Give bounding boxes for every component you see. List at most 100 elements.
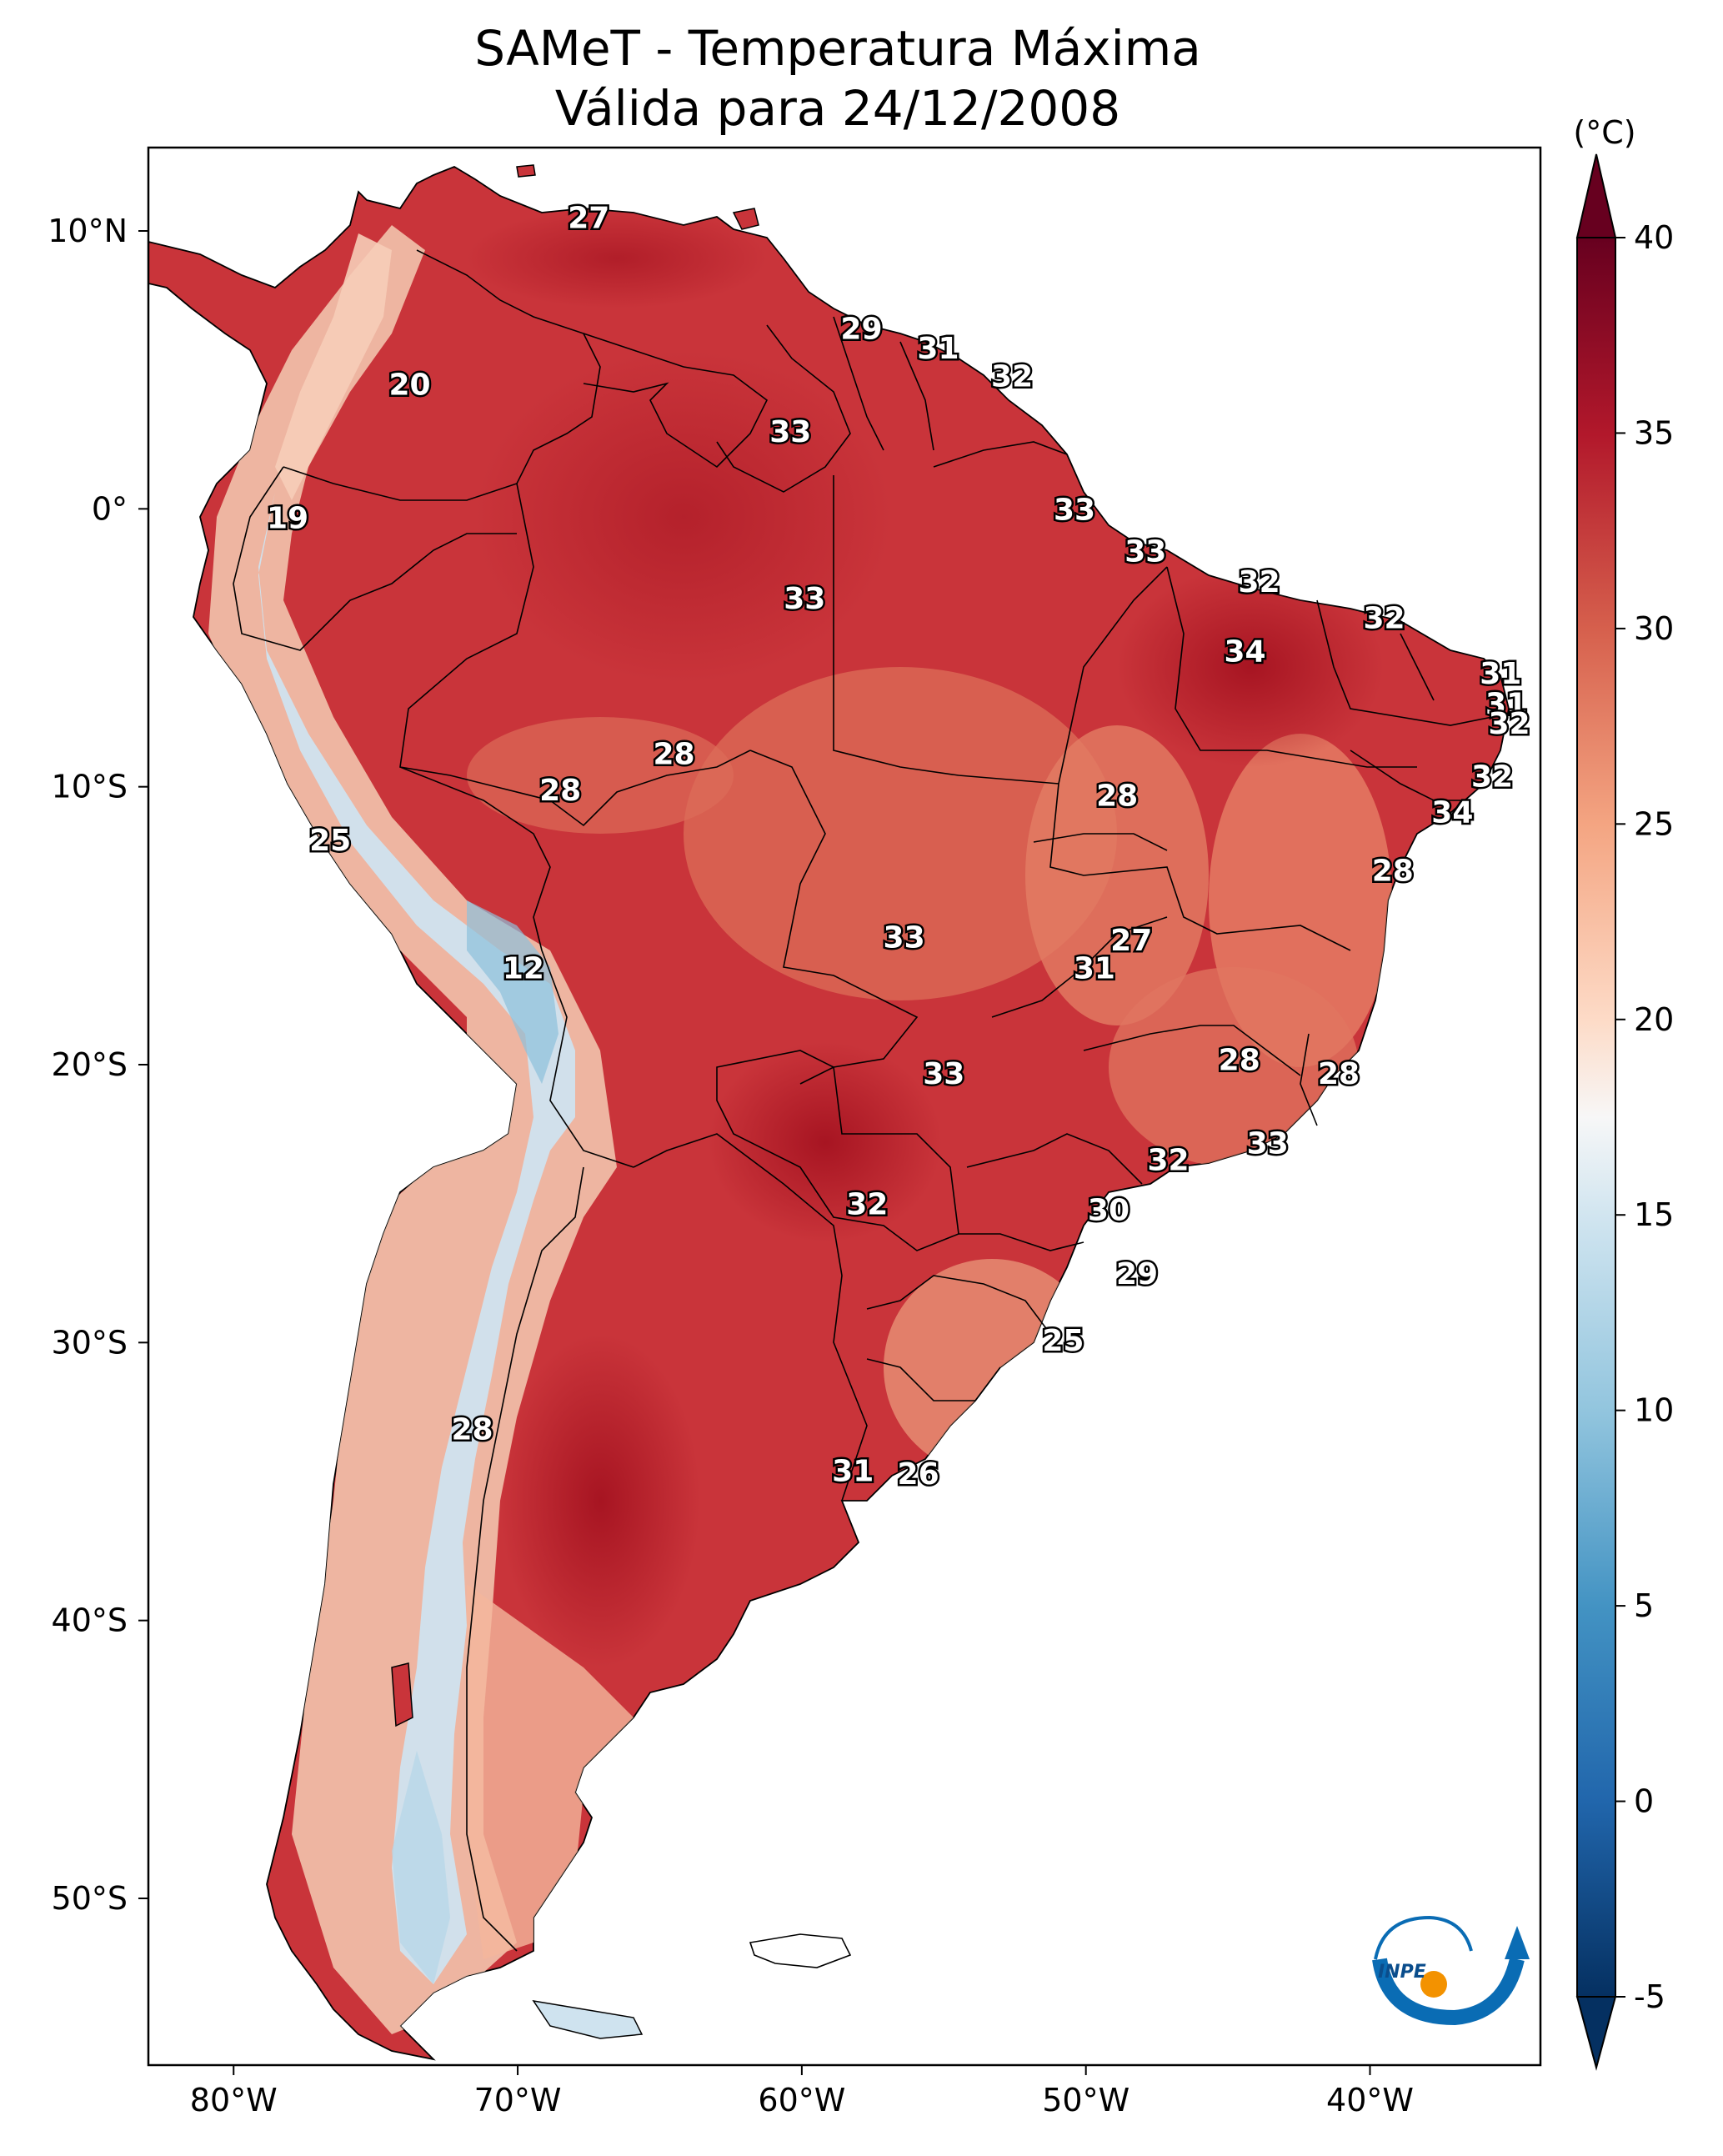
inpe-logo-orbit [1374,1915,1473,1960]
inpe-logo-arrow-icon [1505,1926,1530,1959]
temperature-value-label: 33 [1124,534,1166,569]
temperature-value-label: 20 [388,368,430,402]
temperature-value-label: 33 [884,921,925,955]
colorbar-max-extend [1575,153,1617,238]
title-line-2: Válida para 24/12/2008 [555,80,1120,137]
temperature-value-label: 29 [840,313,882,347]
lon-tick-label: 70°W [474,2082,562,2118]
colorbar-frame [1576,237,1616,1998]
temperature-value-label: 32 [846,1188,888,1222]
island-chiloe [391,1662,413,1727]
colorbar-tick-label: 30 [1634,610,1674,647]
temperature-value-label: 27 [568,201,609,235]
lat-tick-label: 10°N [48,213,128,249]
lon-tick-label: 40°W [1326,2082,1414,2118]
andes-coldest-band [258,492,575,1984]
colorbar-tick-label: 5 [1634,1587,1654,1624]
temperature-value-label: 30 [1088,1193,1129,1227]
colorbar-tick-label: 10 [1634,1392,1674,1429]
temperature-value-label: 31 [1074,951,1115,985]
temperature-value-label: 33 [1247,1126,1289,1161]
temperature-value-label: 34 [1431,796,1473,830]
temperature-value-label: 28 [1219,1043,1260,1077]
patagonia-mild [467,1584,634,1959]
colorbar-unit-label: (°C) [1573,114,1635,151]
lon-tick-label: 80°W [190,2082,278,2118]
latitude-ticks: 10°N 0° 10°S 20°S 30°S 40°S 50°S [48,213,148,1917]
hot-zone-northeast [1117,567,1384,767]
inpe-logo-text: INPE [1378,1962,1426,1983]
temperature-value-label: 33 [784,582,825,616]
andes-cold-band [208,225,617,2034]
colorbar-tick-label: 25 [1634,805,1674,842]
temperature-value-label: 28 [1318,1057,1360,1091]
land-temperature-field [148,164,1510,2061]
hot-zone-argentina [500,1334,700,1667]
mild-zone-minas [1109,967,1359,1167]
title-line-1: SAMeT - Temperatura Máxima [474,20,1201,77]
colorbar-tick-label: -5 [1634,1978,1665,2015]
lat-tick-label: 20°S [52,1046,128,1083]
temperature-value-label: 25 [1042,1324,1084,1358]
colorbar-tick-label: 15 [1634,1196,1674,1233]
temperature-value-label: 28 [539,774,581,808]
inpe-logo: INPE [1372,1915,1530,2026]
temperature-value-label: 32 [1488,707,1530,741]
temperature-value-label: 28 [451,1413,493,1447]
temperature-value-label: 34 [1224,634,1265,669]
mild-zone-central-brazil [684,667,1117,1000]
hot-zone-venezuela [467,208,767,308]
temperature-value-label: 31 [917,332,959,366]
temperature-value-label: 28 [653,738,694,772]
temperature-value-label: 25 [309,824,351,858]
island-falklands [749,1933,852,1968]
temperature-value-label: 19 [267,501,308,535]
temperature-value-label: 32 [1147,1143,1189,1177]
colorbar-tick-label: 35 [1634,414,1674,451]
temperature-value-label: 33 [923,1057,964,1091]
temperature-value-label: 32 [991,359,1033,394]
map-frame [147,146,1542,2067]
mild-zone-acre [467,717,734,834]
temperature-value-label: 31 [1485,688,1527,722]
temperature-value-label: 32 [1471,760,1513,794]
lon-tick-label: 50°W [1042,2082,1129,2118]
temperature-value-label: 28 [1372,855,1414,889]
temperature-value-label: 33 [769,415,811,449]
colorbar: 40 35 30 25 20 15 10 5 0 -5 [1575,153,1674,2071]
colombia-andes-cool [275,233,392,500]
longitude-ticks: 80°W 70°W 60°W 50°W 40°W [190,2065,1414,2118]
altiplano-coldest [467,900,558,1084]
country-borders [233,249,1493,1952]
lat-tick-label: 30°S [52,1324,128,1361]
temperature-value-label: 27 [1110,924,1152,958]
lat-tick-label: 10°S [52,769,128,805]
temperature-value-label: 33 [1054,493,1095,527]
island-fueguian [532,1999,644,2039]
hot-zone-paraguay [709,1042,942,1242]
temperature-value-label: 26 [898,1457,939,1492]
colorbar-min-extend [1575,1996,1617,2071]
colorbar-tick-label: 20 [1634,1001,1674,1038]
temperature-value-label: 32 [1239,565,1280,599]
colorbar-tick-label: 0 [1634,1783,1654,1820]
colorbar-gradient [1577,238,1615,1997]
hot-zone-amazon [475,350,892,684]
temperature-value-label: 32 [1363,601,1405,635]
lon-tick-label: 60°W [758,2082,845,2118]
lat-tick-label: 50°S [52,1880,128,1917]
colorbar-tick-label: 40 [1634,219,1674,256]
inpe-logo-sun-icon [1420,1971,1447,1998]
lat-tick-label: 40°S [52,1602,128,1639]
temperature-value-label: 28 [1096,780,1138,814]
temperature-value-label: 29 [1116,1257,1158,1291]
island-margarita [516,164,536,178]
temperature-value-label: 31 [832,1455,874,1489]
mild-zone-goias [1025,725,1209,1025]
inpe-logo-swoosh [1372,1957,1525,2026]
colorbar-ticks: 40 35 30 25 20 15 10 5 0 -5 [1615,219,1674,2015]
temperature-value-label: 31 [1480,657,1521,691]
temperature-value-label: 12 [503,951,544,985]
